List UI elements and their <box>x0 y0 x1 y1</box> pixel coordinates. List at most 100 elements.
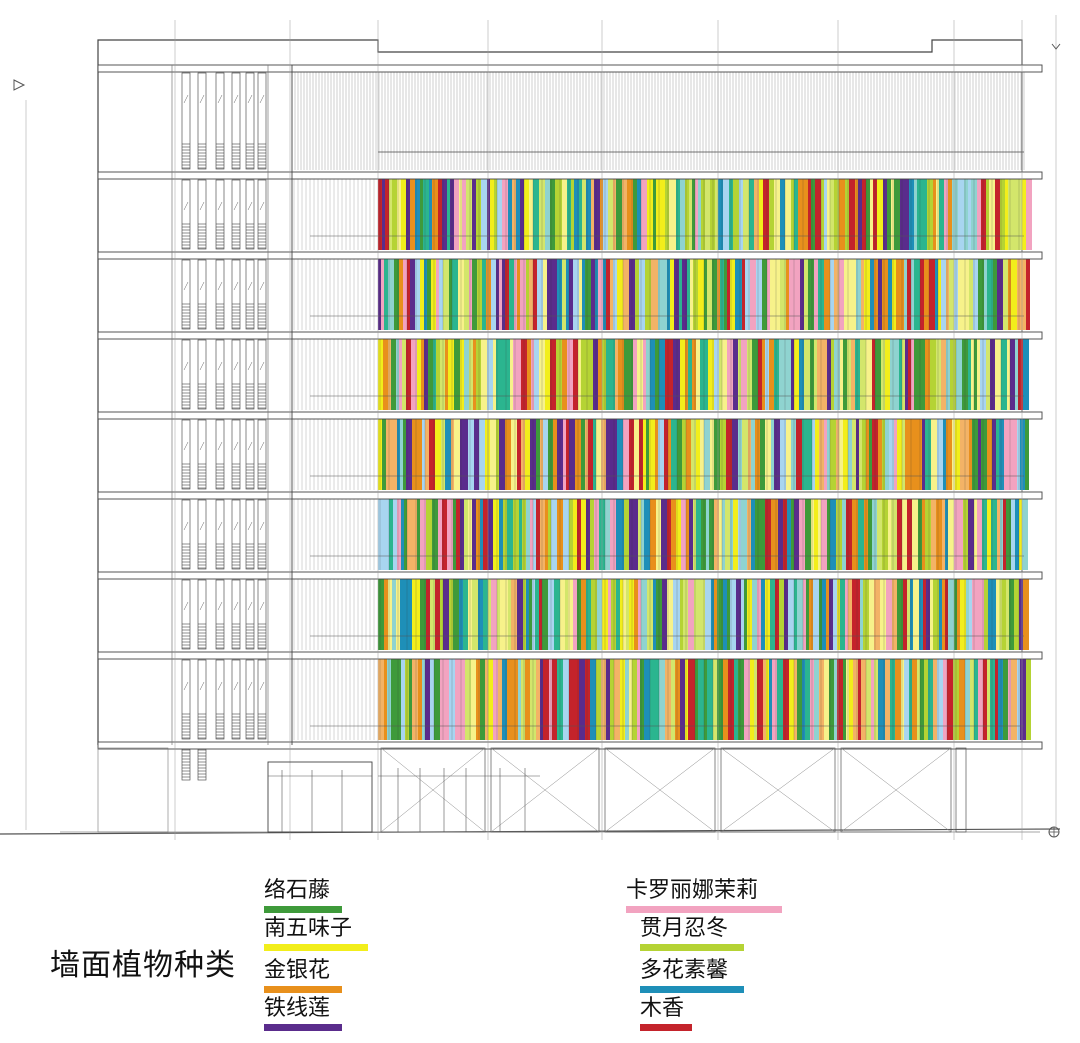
fin <box>181 179 191 250</box>
plant-stripe <box>955 419 960 490</box>
plant-stripe <box>738 339 741 410</box>
plant-stripe <box>378 259 381 330</box>
fin-mark <box>199 281 205 291</box>
plant-stripe <box>1013 419 1017 490</box>
plant-stripe <box>1018 339 1023 410</box>
fin-mark <box>259 681 265 691</box>
plant-stripe <box>672 179 676 250</box>
plant-stripe <box>789 259 794 330</box>
plant-stripe <box>972 579 978 650</box>
plant-stripe <box>411 499 417 570</box>
plant-stripe <box>914 179 917 250</box>
floor-slab <box>97 411 1043 420</box>
plant-stripe <box>591 179 594 250</box>
plant-stripe <box>704 339 708 410</box>
plant-stripe <box>901 259 904 330</box>
plant-stripe <box>984 259 987 330</box>
plant-stripe <box>634 419 639 490</box>
plant-stripe <box>1023 339 1029 410</box>
plant-stripe <box>824 259 830 330</box>
plant-stripe <box>595 259 598 330</box>
plant-stripe <box>388 579 392 650</box>
plant-stripe <box>936 339 941 410</box>
plant-stripe <box>948 499 954 570</box>
plant-stripe <box>418 659 422 740</box>
fin <box>231 419 241 490</box>
plant-stripe <box>644 179 647 250</box>
plant-stripe <box>516 179 520 250</box>
plant-stripe <box>730 259 735 330</box>
plant-stripe <box>493 499 499 570</box>
plant-stripe <box>732 419 738 490</box>
plant-stripe <box>808 179 811 250</box>
plant-stripe <box>447 499 453 570</box>
plant-stripe <box>711 579 714 650</box>
plant-stripe <box>880 579 886 650</box>
plant-stripe <box>827 339 831 410</box>
plant-stripe <box>968 339 971 410</box>
plant-stripe <box>680 579 683 650</box>
plant-stripe <box>943 659 947 740</box>
plant-stripe <box>797 659 802 740</box>
plant-stripe <box>500 579 504 650</box>
plant-stripe <box>824 419 827 490</box>
plant-stripe <box>438 499 442 570</box>
plant-stripe <box>981 179 986 250</box>
plant-stripe <box>655 259 658 330</box>
plant-stripe <box>916 419 919 490</box>
plant-stripe <box>689 179 692 250</box>
plant-stripe <box>688 339 692 410</box>
plant-stripe <box>401 179 406 250</box>
plant-stripe <box>566 419 569 490</box>
plant-stripe <box>803 579 806 650</box>
plant-stripe <box>894 419 897 490</box>
plant-stripe <box>741 339 744 410</box>
plant-stripe <box>673 579 677 650</box>
level-marker-icon <box>13 79 26 91</box>
fin-mark <box>259 361 265 371</box>
fin-mark <box>217 601 223 611</box>
plant-stripe <box>1015 499 1019 570</box>
plant-stripe <box>417 339 421 410</box>
plant-stripe <box>818 499 821 570</box>
plant-stripe <box>960 419 966 490</box>
plant-stripe <box>968 179 971 250</box>
plant-stripe <box>417 499 420 570</box>
plant-stripe <box>954 579 957 650</box>
plant-stripe <box>481 179 487 250</box>
legend-item-kaluolinamoli: 卡罗丽娜茉莉 <box>626 872 782 913</box>
plant-stripe <box>833 579 837 650</box>
plant-stripe <box>883 179 887 250</box>
legend-label: 南五味子 <box>264 916 353 941</box>
plant-stripe <box>869 579 874 650</box>
plant-stripe <box>870 179 873 250</box>
plant-stripe <box>502 659 507 740</box>
plant-stripe <box>786 419 791 490</box>
plant-stripe <box>585 259 591 330</box>
plant-stripe <box>686 499 689 570</box>
plant-stripe <box>691 419 696 490</box>
plant-stripe <box>866 179 870 250</box>
plant-stripe <box>651 259 655 330</box>
plant-stripe <box>770 579 775 650</box>
plant-stripe <box>643 419 646 490</box>
plant-stripe <box>682 419 686 490</box>
plant-stripe <box>579 659 585 740</box>
plant-stripe <box>659 659 665 740</box>
plant-stripe <box>739 179 743 250</box>
bay-cross <box>380 747 486 833</box>
plant-stripe <box>815 419 819 490</box>
plant-stripe <box>598 339 602 410</box>
plant-stripe <box>472 259 477 330</box>
plant-stripe <box>1026 259 1030 330</box>
plant-stripe <box>997 499 1000 570</box>
plant-stripe <box>499 419 505 490</box>
plant-stripe <box>465 659 471 740</box>
plant-stripe <box>1009 419 1013 490</box>
fin <box>245 72 255 170</box>
plant-stripe <box>734 659 738 740</box>
plant-stripe <box>675 659 680 740</box>
fin-mark <box>199 361 205 371</box>
plant-stripe <box>399 339 402 410</box>
plant-stripe <box>440 579 443 650</box>
